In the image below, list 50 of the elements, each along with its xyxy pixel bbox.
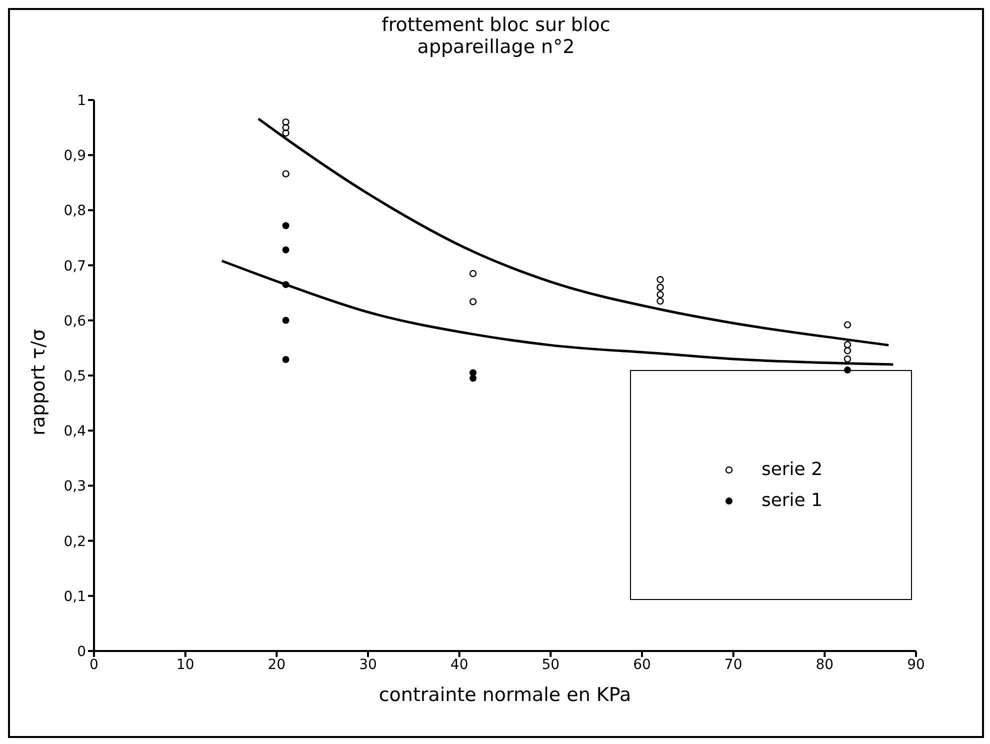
point xyxy=(656,298,664,305)
point xyxy=(656,290,664,298)
x-tick-label: 0 xyxy=(90,656,98,673)
point xyxy=(282,246,290,254)
x-tick-label: 20 xyxy=(268,656,286,673)
y-tick-label: 0,4 xyxy=(64,424,86,440)
y-tick-label: 0,9 xyxy=(64,148,86,164)
y-tick-label: 0 xyxy=(77,644,86,660)
y-tick-label: 0,1 xyxy=(64,588,86,605)
point xyxy=(844,347,852,354)
chart-title: frottement bloc sur bloc xyxy=(380,14,612,36)
line-series xyxy=(257,117,890,346)
point xyxy=(282,118,290,126)
point xyxy=(844,341,852,348)
legend-label: serie 2 xyxy=(761,459,823,480)
x-tick-label: 80 xyxy=(816,656,834,673)
x-tick-label: 60 xyxy=(633,656,651,673)
x-axis-title: contrainte normale en KPa xyxy=(378,684,632,706)
point xyxy=(470,369,477,376)
point xyxy=(282,170,290,178)
y-tick-label: 0,8 xyxy=(64,203,86,220)
point xyxy=(470,374,477,382)
y-tick-label: 1 xyxy=(77,92,86,109)
y-tick-label: 0,5 xyxy=(64,368,86,384)
line-series xyxy=(220,260,894,366)
point xyxy=(282,356,290,364)
x-tick-label: 30 xyxy=(359,656,377,673)
x-tick-label: 90 xyxy=(907,656,925,673)
y-tick-label: 0,7 xyxy=(64,258,86,274)
x-tick-label: 10 xyxy=(176,656,194,673)
x-tick-label: 40 xyxy=(450,656,468,673)
y-axis-title: rapport τ/σ xyxy=(28,329,50,436)
point xyxy=(469,298,477,306)
x-tick-label: 50 xyxy=(542,656,560,673)
point xyxy=(844,355,852,363)
point xyxy=(282,124,290,132)
point xyxy=(844,321,852,328)
y-tick-label: 0,3 xyxy=(64,478,86,495)
point xyxy=(282,281,290,288)
y-tick-label: 0,2 xyxy=(64,534,86,550)
x-tick-label: 70 xyxy=(724,656,742,673)
legend-label: serie 1 xyxy=(761,490,823,511)
point xyxy=(656,284,664,291)
chart-subtitle: appareillage n°2 xyxy=(416,36,576,58)
point xyxy=(656,276,664,284)
y-tick-label: 0,6 xyxy=(64,313,86,330)
point xyxy=(469,270,477,278)
point xyxy=(282,222,290,230)
point xyxy=(282,316,290,324)
point xyxy=(282,129,290,137)
